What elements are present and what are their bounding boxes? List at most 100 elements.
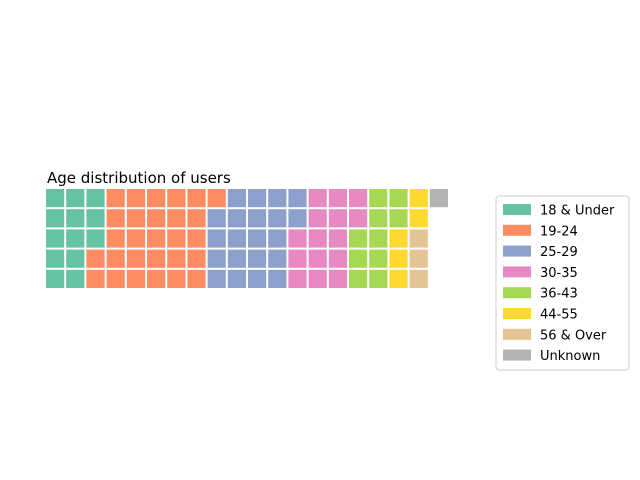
waffle-cell <box>248 249 267 268</box>
waffle-cell <box>349 209 368 228</box>
waffle-cell <box>227 189 246 208</box>
waffle-cell <box>106 269 125 288</box>
waffle-cell <box>248 209 267 228</box>
waffle-cell <box>328 189 347 208</box>
waffle-cell <box>328 249 347 268</box>
legend-label: 56 & Over <box>540 328 607 343</box>
waffle-cell <box>106 249 125 268</box>
legend-label: Unknown <box>540 349 600 364</box>
waffle-cell <box>288 209 307 228</box>
waffle-cell <box>147 189 166 208</box>
waffle-cell <box>147 209 166 228</box>
waffle-cell <box>409 209 428 228</box>
waffle-cell <box>389 229 408 248</box>
waffle-cell <box>207 249 226 268</box>
waffle-cell <box>86 189 105 208</box>
waffle-cell <box>369 269 388 288</box>
waffle-cell <box>389 249 408 268</box>
waffle-cell <box>308 269 327 288</box>
legend-label: 44-55 <box>540 308 578 323</box>
waffle-cell <box>106 209 125 228</box>
waffle-cell <box>66 229 85 248</box>
legend-item: 30-35 <box>503 266 578 281</box>
waffle-cell <box>147 229 166 248</box>
legend-swatch <box>503 287 531 299</box>
legend-items: 18 & Under 19-24 25-29 30-35 36-43 44-55 56 & … <box>503 204 615 364</box>
waffle-cell <box>248 229 267 248</box>
waffle-cell <box>227 209 246 228</box>
waffle-cell <box>147 249 166 268</box>
waffle-cell <box>207 269 226 288</box>
legend-swatch <box>503 349 531 361</box>
legend-swatch <box>503 204 531 215</box>
waffle-cell <box>248 269 267 288</box>
waffle-cell <box>369 209 388 228</box>
waffle-grid <box>46 189 448 288</box>
waffle-cell <box>187 209 206 228</box>
waffle-cell <box>308 249 327 268</box>
waffle-cell <box>227 269 246 288</box>
legend-label: 19-24 <box>540 224 578 239</box>
waffle-cell <box>167 269 186 288</box>
waffle-cell <box>66 209 85 228</box>
waffle-cell <box>167 209 186 228</box>
legend-swatch <box>503 245 531 257</box>
waffle-cell <box>328 269 347 288</box>
legend-item: 19-24 <box>503 224 578 239</box>
waffle-cell <box>86 249 105 268</box>
legend-item: 18 & Under <box>503 204 615 219</box>
waffle-cell <box>126 229 145 248</box>
waffle-cell <box>268 209 287 228</box>
waffle-cell <box>46 189 65 208</box>
waffle-cell <box>167 249 186 268</box>
waffle-cell <box>288 189 307 208</box>
legend-label: 30-35 <box>540 266 578 281</box>
waffle-cell <box>126 209 145 228</box>
waffle-cell <box>308 229 327 248</box>
waffle-cell <box>349 189 368 208</box>
legend-item: Unknown <box>503 349 600 364</box>
legend-item: 56 & Over <box>503 328 607 343</box>
legend-swatch <box>503 308 531 319</box>
waffle-cell <box>86 229 105 248</box>
legend-item: 36-43 <box>503 287 578 302</box>
waffle-cell <box>66 189 85 208</box>
legend-label: 18 & Under <box>540 204 615 219</box>
waffle-cell <box>288 249 307 268</box>
waffle-cell <box>369 189 388 208</box>
waffle-cell <box>288 229 307 248</box>
waffle-cell <box>106 189 125 208</box>
waffle-cell <box>126 249 145 268</box>
waffle-cell <box>369 229 388 248</box>
waffle-cell <box>389 189 408 208</box>
waffle-cell <box>349 249 368 268</box>
legend-swatch <box>503 224 531 236</box>
waffle-cell <box>328 229 347 248</box>
waffle-cell <box>46 269 65 288</box>
legend-item: 44-55 <box>503 308 578 323</box>
waffle-cell <box>288 269 307 288</box>
legend-label: 36-43 <box>540 287 578 302</box>
waffle-cell <box>106 229 125 248</box>
waffle-cell <box>409 229 428 248</box>
legend-swatch <box>503 328 531 340</box>
waffle-cell <box>308 209 327 228</box>
waffle-cell <box>86 269 105 288</box>
waffle-cell <box>126 189 145 208</box>
legend: 18 & Under 19-24 25-29 30-35 36-43 44-55 56 & … <box>495 195 630 371</box>
waffle-cell <box>66 269 85 288</box>
legend-frame <box>495 195 630 371</box>
waffle-cell <box>227 249 246 268</box>
waffle-cell <box>126 269 145 288</box>
waffle-cell <box>389 209 408 228</box>
waffle-cell <box>167 189 186 208</box>
waffle-cell <box>409 249 428 268</box>
legend-swatch <box>503 266 531 278</box>
waffle-cell <box>268 189 287 208</box>
waffle-cell <box>268 249 287 268</box>
waffle-cell <box>389 269 408 288</box>
waffle-cell <box>349 269 368 288</box>
waffle-cell <box>46 249 65 268</box>
waffle-cell <box>207 229 226 248</box>
